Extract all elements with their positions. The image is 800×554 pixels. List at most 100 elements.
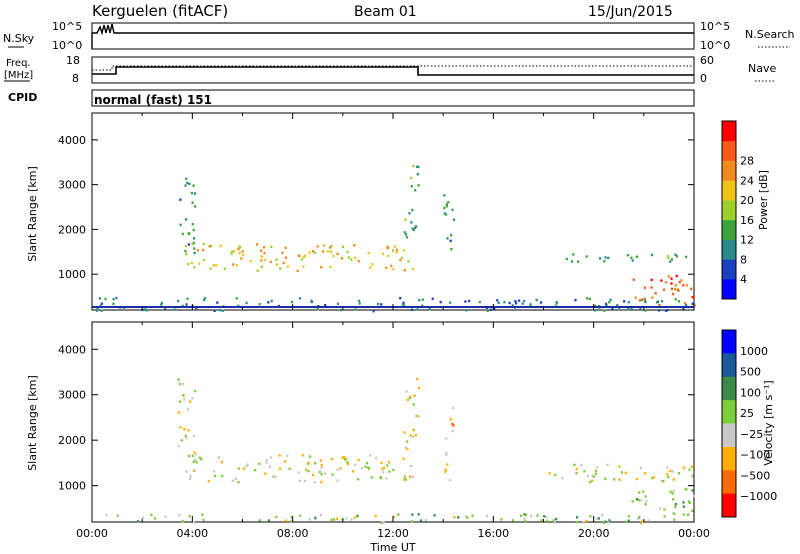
velocity-cell	[673, 518, 676, 521]
velocity-cell	[331, 473, 334, 476]
power-cell	[208, 245, 211, 248]
velocity-cell	[627, 515, 630, 518]
velocity-cell	[298, 479, 301, 483]
power-cell	[377, 302, 380, 306]
velocity-cell	[414, 434, 417, 437]
power-cell	[685, 304, 688, 307]
power-cell	[658, 309, 661, 312]
velocity-colorbar-frame	[721, 329, 737, 518]
power-cell	[664, 309, 667, 312]
x-tick-label: 20:00	[578, 527, 610, 540]
velocity-cell	[330, 518, 333, 521]
velocity-cell	[313, 481, 316, 484]
velocity-cell	[640, 499, 643, 502]
power-cell	[329, 246, 332, 249]
velocity-cell	[237, 480, 240, 484]
power-cell	[267, 301, 270, 304]
velocity-cell	[452, 407, 455, 410]
velocity-colorbar-swatch	[722, 353, 736, 378]
velocity-cell	[299, 514, 302, 517]
power-cell	[555, 300, 558, 304]
velocity-cell	[641, 520, 644, 523]
power-cell	[572, 253, 575, 256]
velocity-cell	[336, 517, 339, 521]
power-cell	[185, 253, 188, 256]
power-cell	[240, 257, 243, 260]
power-colorbar-swatch	[722, 239, 736, 260]
power-cell	[340, 308, 343, 312]
velocity-cell	[381, 467, 384, 470]
power-cell	[316, 308, 319, 311]
velocity-cell	[669, 469, 672, 473]
power-cell	[411, 267, 414, 271]
power-cell	[275, 258, 278, 261]
power-cell	[403, 269, 406, 272]
power-cell	[230, 252, 233, 255]
date-title: 15/Jun/2015	[588, 4, 673, 20]
power-region	[565, 253, 688, 263]
power-cell	[416, 165, 419, 168]
velocity-y-tick-label: 3000	[58, 389, 86, 402]
power-cell	[387, 254, 390, 258]
cpid-mode: normal (fast) 151	[94, 93, 212, 107]
power-cell	[177, 299, 180, 303]
freq-panel-frame	[91, 56, 695, 84]
velocity-cell	[589, 480, 592, 484]
velocity-cell	[618, 465, 621, 468]
velocity-colorbar-tick-label: −1000	[740, 490, 777, 503]
power-cell	[631, 259, 634, 262]
velocity-cell	[386, 464, 389, 467]
velocity-cell	[356, 514, 359, 518]
power-colorbar-swatch	[722, 180, 736, 201]
velocity-cell	[290, 520, 293, 523]
velocity-cell	[185, 470, 188, 473]
velocity-cell	[647, 519, 650, 522]
power-cell	[690, 295, 694, 299]
power-cell	[263, 246, 266, 249]
power-cell	[115, 296, 118, 300]
power-cell	[515, 302, 518, 305]
velocity-cell	[403, 475, 406, 478]
velocity-cell	[548, 472, 551, 475]
power-cell	[395, 251, 398, 254]
velocity-cell	[642, 490, 645, 493]
velocity-cell	[575, 467, 578, 471]
power-cell	[604, 256, 607, 259]
power-cell	[399, 297, 402, 300]
velocity-cell	[625, 520, 628, 524]
power-cell	[237, 304, 240, 308]
power-cell	[297, 254, 300, 257]
velocity-cell	[594, 469, 597, 472]
velocity-cell	[195, 461, 198, 464]
velocity-cell	[307, 469, 310, 473]
velocity-cell	[185, 436, 188, 440]
velocity-y-tick-label: 4000	[58, 343, 86, 356]
velocity-cell	[627, 519, 630, 522]
velocity-colorbar-tick-label: −500	[740, 469, 770, 482]
power-cell	[682, 307, 685, 310]
velocity-cell	[406, 398, 409, 401]
velocity-cell	[164, 515, 167, 518]
power-cell	[160, 301, 164, 305]
power-cell	[310, 299, 313, 302]
power-cell	[675, 255, 678, 258]
power-cell	[669, 260, 672, 263]
velocity-cell	[644, 503, 647, 506]
power-cell	[185, 177, 188, 180]
velocity-cell	[671, 470, 674, 473]
velocity-cell	[193, 469, 196, 472]
velocity-cell	[660, 479, 663, 483]
velocity-region	[177, 378, 197, 463]
velocity-cell	[674, 505, 677, 509]
velocity-cell	[417, 386, 420, 389]
velocity-cell	[392, 468, 395, 472]
velocity-colorbar-tick-label: −25	[740, 428, 763, 441]
velocity-cell	[585, 519, 588, 523]
velocity-cell	[336, 468, 339, 471]
velocity-cell	[419, 519, 423, 522]
power-cell	[392, 268, 395, 271]
power-cell	[284, 256, 287, 259]
velocity-cell	[624, 471, 627, 475]
power-cell	[623, 300, 626, 303]
